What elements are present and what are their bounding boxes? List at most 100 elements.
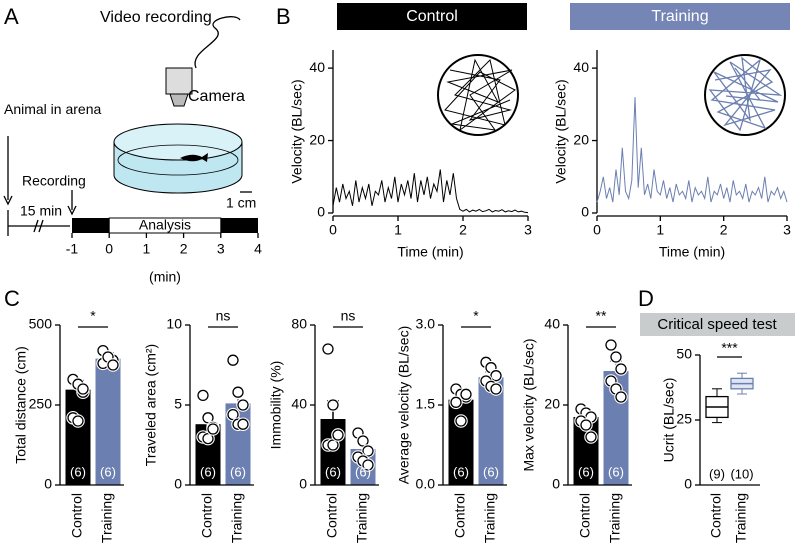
data-point <box>327 439 339 451</box>
y-axis-label: Immobility (%) <box>268 361 284 450</box>
dish-top <box>113 123 243 161</box>
n-label: (6) <box>578 464 594 479</box>
x-tick-label: 1 <box>656 222 664 238</box>
category-label: Control <box>708 493 724 538</box>
trajectory <box>708 56 783 132</box>
y-tick-label: 250 <box>29 396 53 412</box>
data-point <box>207 423 219 435</box>
axis-break <box>33 219 44 233</box>
analysis-window <box>108 217 222 234</box>
cable <box>194 16 241 69</box>
velocity-trace <box>596 97 788 203</box>
category-label: Training <box>354 493 370 543</box>
tick-label: 2 <box>180 241 188 257</box>
data-point <box>610 351 622 363</box>
data-point <box>460 388 472 400</box>
n-label: (6) <box>483 464 499 479</box>
category-label: Training <box>607 493 623 543</box>
camera-label: Camera <box>188 88 245 105</box>
x-axis-label: Time (min) <box>397 244 463 260</box>
data-point <box>77 383 89 395</box>
tick-label: 4 <box>254 241 262 257</box>
data-point <box>580 419 592 431</box>
data-point <box>232 386 244 398</box>
category-label: Training <box>99 493 115 543</box>
significance-label: ** <box>596 308 607 324</box>
arrow-head <box>67 205 77 216</box>
category-label: Control <box>324 493 340 538</box>
significance-label: ns <box>216 308 231 324</box>
data-point <box>72 415 84 427</box>
category-label: Training <box>482 493 498 543</box>
chart-title: Control <box>406 8 458 25</box>
x-axis-label: Time (min) <box>659 244 725 260</box>
y-tick-label: 0 <box>581 204 589 220</box>
x-tick-label: 2 <box>459 222 467 238</box>
y-axis-label: Average velocity (BL/sec) <box>396 326 412 484</box>
n-label: (10) <box>730 466 753 481</box>
y-tick-label: 0.0 <box>416 476 436 492</box>
water-line <box>117 144 239 176</box>
data-point <box>322 343 334 355</box>
data-point <box>227 408 239 421</box>
y-tick-label: 80 <box>291 316 307 332</box>
title-box <box>640 313 795 336</box>
y-tick-label: 0 <box>552 476 560 492</box>
header-bar <box>337 3 527 30</box>
data-point <box>490 383 502 395</box>
data-point <box>455 415 467 427</box>
category-label: Control <box>69 493 85 538</box>
trajectory <box>444 58 516 132</box>
chart-title: Critical speed test <box>657 316 777 333</box>
data-point <box>202 412 214 424</box>
y-tick-label: 20 <box>573 131 589 147</box>
y-axis-label: Velocity (BL/sec) <box>289 79 305 183</box>
animal-text: Animal in arena <box>4 101 101 117</box>
panel-label: D <box>638 286 654 311</box>
chart-title: Training <box>651 8 708 25</box>
y-tick-label: 40 <box>544 316 560 332</box>
data-point <box>615 363 627 375</box>
y-tick-label: 1.5 <box>416 396 436 412</box>
n-label: (9) <box>709 466 725 481</box>
tick-label: 1 <box>143 241 151 257</box>
data-point <box>615 391 627 403</box>
y-tick-label: 40 <box>291 396 307 412</box>
y-axis-label: Ucrit (BL/sec) <box>661 378 677 463</box>
category-label: Control <box>452 493 468 538</box>
y-tick-label: 5 <box>174 396 182 412</box>
data-point <box>227 354 239 366</box>
scale-label: 1 cm <box>226 195 256 211</box>
trajectory-arena <box>437 54 519 136</box>
panel-label: A <box>4 4 19 29</box>
n-label: (6) <box>325 464 341 479</box>
panel-label: C <box>4 286 20 311</box>
y-tick-label: 40 <box>573 59 589 75</box>
data-point <box>327 399 339 411</box>
n-label: (6) <box>355 464 371 479</box>
y-tick-label: 0 <box>299 476 307 492</box>
data-point <box>237 418 249 430</box>
y-axis-label: Traveled area (cm²) <box>143 344 159 466</box>
data-point <box>362 459 374 471</box>
wait-label: 15 min <box>20 203 62 219</box>
animal-label: Animal in arena <box>4 101 101 117</box>
data-point <box>605 339 617 351</box>
bar <box>65 389 91 485</box>
x-tick-label: 3 <box>783 222 791 238</box>
tick-label: 3 <box>217 241 225 257</box>
significance-label: ns <box>341 308 356 324</box>
x-tick-label: 0 <box>329 222 337 238</box>
significance-label: * <box>90 308 96 324</box>
n-label: (6) <box>200 464 216 479</box>
timeline-pre <box>72 218 110 233</box>
y-tick-label: 10 <box>166 316 182 332</box>
data-point <box>237 399 249 411</box>
significance-label: * <box>473 308 479 324</box>
category-label: Control <box>199 493 215 538</box>
n-label: (6) <box>230 464 246 479</box>
n-label: (6) <box>453 464 469 479</box>
y-tick-label: 20 <box>309 131 325 147</box>
data-point <box>450 396 462 408</box>
